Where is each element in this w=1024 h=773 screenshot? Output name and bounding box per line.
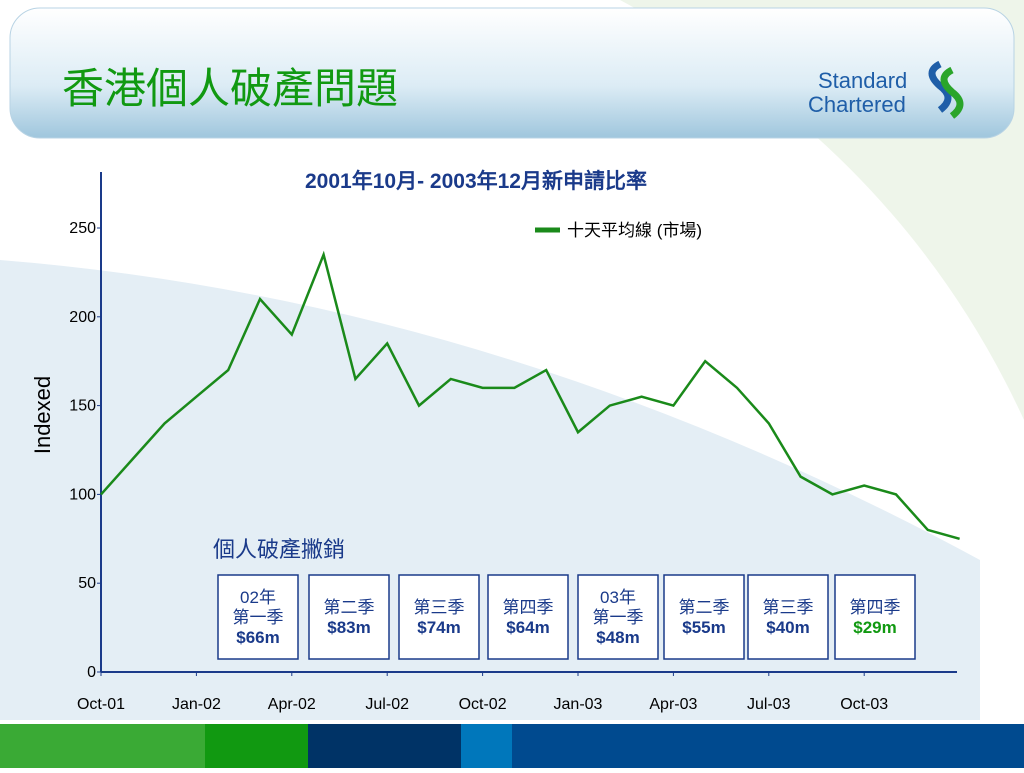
box-text: 第二季 [324,598,375,617]
y-tick-label: 250 [69,220,96,237]
x-tick-label: Oct-03 [840,696,888,713]
box-frame [747,574,829,660]
box-text: $40m [766,618,809,637]
box-text: 第四季 [503,598,554,617]
x-tick-label: Jul-03 [747,696,791,713]
x-tick-label: Oct-01 [77,696,125,713]
x-tick-label: Jul-02 [365,696,409,713]
box-text: $48m [596,628,639,647]
box-frame [487,574,569,660]
x-tick-label: Jan-03 [554,696,603,713]
box-text: 第三季 [414,598,465,617]
box-text: 第一季 [593,608,644,627]
box-frame [398,574,480,660]
box-text: $55m [682,618,725,637]
box-text: 02年 [240,588,276,607]
quarter-box: 第四季$64m [487,574,569,660]
box-frame [577,574,659,660]
quarter-box: 第二季$83m [308,574,390,660]
quarter-box: 第三季$74m [398,574,480,660]
box-text: $66m [236,628,279,647]
y-tick-label: 100 [69,486,96,503]
box-text: 第四季 [850,598,901,617]
quarter-box: 第二季$55m [663,574,745,660]
chart-title: 2001年10月- 2003年12月新申請比率 [305,169,647,193]
box-text: $29m [853,618,896,637]
box-text: 第三季 [763,598,814,617]
x-tick-label: Jan-02 [172,696,221,713]
box-text: 第二季 [679,598,730,617]
y-tick-label: 150 [69,398,96,415]
logo-text: Standard [818,68,907,93]
box-text: $64m [506,618,549,637]
annotation: 個人破產撇銷 [213,537,345,562]
box-text: 03年 [600,588,636,607]
box-text: $74m [417,618,460,637]
header-band [9,7,1015,139]
x-tick-label: Oct-02 [459,696,507,713]
quarter-box: 第四季$29m [834,574,916,660]
box-frame [217,574,299,660]
y-axis-label: Indexed [30,376,55,454]
legend-label: 十天平均線 (市場) [567,221,702,240]
box-frame [663,574,745,660]
y-tick-label: 0 [87,664,96,681]
box-frame [308,574,390,660]
logo-mark [928,60,952,113]
x-tick-label: Apr-02 [268,696,316,713]
y-tick-label: 200 [69,309,96,326]
logo-text: Chartered [808,92,906,117]
quarter-box: 第三季$40m [747,574,829,660]
data-line [100,250,960,541]
box-text: 第一季 [233,608,284,627]
y-tick-label: 50 [78,575,96,592]
footer-bar [0,724,1024,768]
logo-mark [940,66,964,119]
slide-title: 香港個人破產問題 [62,65,398,112]
box-frame [834,574,916,660]
x-tick-label: Apr-03 [649,696,697,713]
box-text: $83m [327,618,370,637]
